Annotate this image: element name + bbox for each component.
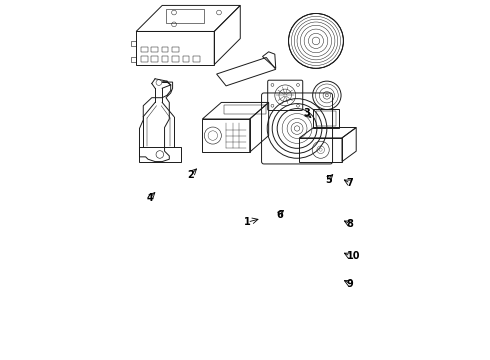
Text: 6: 6 bbox=[276, 210, 283, 220]
Bar bbox=[183, 56, 189, 62]
Bar bbox=[162, 46, 169, 52]
Bar bbox=[316, 112, 336, 126]
Bar bbox=[313, 109, 339, 129]
Text: 4: 4 bbox=[147, 193, 154, 203]
Text: 2: 2 bbox=[188, 170, 195, 180]
Bar bbox=[162, 56, 169, 62]
Bar bbox=[141, 56, 147, 62]
Text: 3: 3 bbox=[303, 108, 310, 118]
Text: 1: 1 bbox=[245, 217, 251, 227]
Bar bbox=[151, 46, 158, 52]
Bar bbox=[172, 46, 179, 52]
Bar bbox=[141, 46, 147, 52]
Bar bbox=[172, 56, 179, 62]
Text: 10: 10 bbox=[347, 251, 360, 261]
Bar bbox=[193, 56, 199, 62]
Text: 7: 7 bbox=[347, 178, 353, 188]
Bar bbox=[139, 147, 181, 162]
Text: 9: 9 bbox=[347, 279, 353, 289]
Text: 8: 8 bbox=[347, 219, 354, 229]
Text: 5: 5 bbox=[325, 175, 332, 185]
Bar bbox=[151, 56, 158, 62]
